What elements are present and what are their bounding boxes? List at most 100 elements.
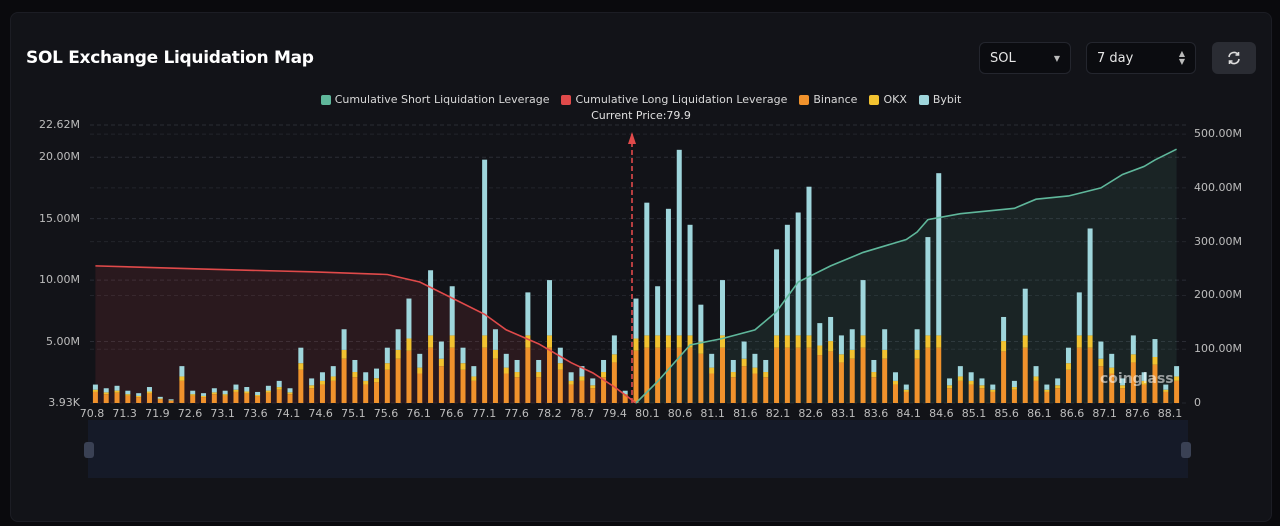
binance-bar <box>384 369 390 403</box>
binance-bar <box>136 397 142 403</box>
bybit-bar <box>503 353 509 368</box>
binance-bar <box>1098 366 1104 403</box>
bybit-bar <box>1141 372 1147 381</box>
binance-bar <box>201 397 207 403</box>
binance-bar <box>222 395 228 403</box>
binance-bar <box>719 347 725 403</box>
okx-bar <box>1152 356 1158 365</box>
x-tick: 74.1 <box>275 407 301 420</box>
bybit-bar <box>644 202 650 336</box>
coinglass-watermark: coinglass <box>1100 371 1174 387</box>
bybit-bar <box>395 329 401 350</box>
okx-bar <box>1087 335 1093 348</box>
bybit-bar <box>568 372 574 381</box>
binance-bar <box>1022 347 1028 403</box>
okx-bar <box>1044 389 1050 392</box>
okx-bar <box>471 376 477 381</box>
okx-bar <box>925 335 931 348</box>
okx-bar <box>341 349 347 359</box>
okx-bar <box>352 372 358 378</box>
x-tick: 73.1 <box>210 407 235 420</box>
x-tick: 70.8 <box>79 407 105 420</box>
okx-bar <box>655 335 661 348</box>
okx-bar <box>828 341 834 352</box>
okx-bar <box>211 392 217 395</box>
x-tick: 83.1 <box>831 407 856 420</box>
legend-label: OKX <box>883 93 907 106</box>
okx-bar <box>1174 376 1180 381</box>
x-tick: 78.2 <box>537 407 562 420</box>
bybit-bar <box>601 359 607 373</box>
bybit-bar <box>179 366 185 377</box>
bybit-bar <box>622 390 628 395</box>
binance-bar <box>211 394 217 403</box>
binance-bar <box>1033 380 1039 403</box>
okx-bar <box>384 363 390 370</box>
binance-bar <box>838 362 844 403</box>
updown-icon: ▲ ▼ <box>1178 49 1185 66</box>
bybit-bar <box>687 224 693 336</box>
x-tick: 79.4 <box>602 407 627 420</box>
coin-select[interactable]: SOL ▼ <box>979 42 1071 74</box>
okx-bar <box>741 358 747 367</box>
okx-bar <box>233 389 239 392</box>
y-left-tick: 10.00M <box>39 273 80 287</box>
x-tick: 83.6 <box>863 407 889 420</box>
bybit-bar <box>860 280 866 336</box>
bybit-bar <box>103 388 109 393</box>
y-left-tick: 22.62M <box>39 118 80 131</box>
x-tick: 82.1 <box>765 407 791 420</box>
binance-bar <box>298 369 304 403</box>
bybit-bar <box>1120 378 1126 386</box>
legend-long[interactable]: Cumulative Long Liquidation Leverage <box>561 93 787 106</box>
bybit-bar <box>525 292 531 336</box>
binance-bar <box>428 347 434 403</box>
bybit-bar <box>482 159 488 336</box>
legend-bybit[interactable]: Bybit <box>918 93 961 106</box>
bybit-bar <box>341 329 347 350</box>
zoom-slider-handle-right[interactable] <box>1181 442 1191 458</box>
okx-bar <box>709 367 715 374</box>
okx-bar <box>590 385 596 389</box>
binance-bar <box>882 358 888 403</box>
binance-bar <box>774 347 780 403</box>
okx-bar <box>763 372 769 378</box>
bybit-bar <box>1152 339 1158 357</box>
binance-bar <box>968 384 974 403</box>
binance-bar <box>644 347 650 403</box>
binance-bar <box>979 388 985 403</box>
bybit-bar <box>1033 366 1039 377</box>
okx-bar <box>1065 363 1071 370</box>
okx-bar <box>633 338 639 351</box>
y-right-tick: 100.00M <box>1194 342 1242 356</box>
period-select[interactable]: 7 day ▲ ▼ <box>1086 42 1196 74</box>
refresh-button[interactable] <box>1212 42 1256 74</box>
x-tick: 71.3 <box>112 407 137 420</box>
okx-bar <box>698 341 704 354</box>
okx-bar <box>255 395 261 397</box>
bybit-bar <box>428 270 434 336</box>
x-tick: 86.6 <box>1059 407 1085 420</box>
x-tick: 80.1 <box>635 407 660 420</box>
legend-okx[interactable]: OKX <box>869 93 907 106</box>
bybit-bar <box>298 347 304 364</box>
binance-bar <box>947 388 953 403</box>
bybit-bar <box>806 186 812 336</box>
legend-short[interactable]: Cumulative Short Liquidation Leverage <box>320 93 549 106</box>
bybit-bar <box>406 298 412 339</box>
binance-bar <box>892 384 898 403</box>
okx-bar <box>330 376 336 381</box>
x-tick: 76.6 <box>439 407 464 420</box>
y-left-tick: 20.00M <box>39 150 80 164</box>
legend-label: Binance <box>813 93 858 106</box>
bybit-bar <box>222 390 228 395</box>
okx-bar <box>665 335 671 348</box>
okx-bar <box>990 389 996 392</box>
legend-binance[interactable]: Binance <box>799 93 857 106</box>
bybit-bar <box>665 208 671 336</box>
binance-bar <box>1152 364 1158 403</box>
bybit-bar <box>557 347 563 364</box>
binance-bar <box>849 358 855 403</box>
bybit-bar <box>514 359 520 373</box>
zoom-slider-handle-left[interactable] <box>84 442 94 458</box>
